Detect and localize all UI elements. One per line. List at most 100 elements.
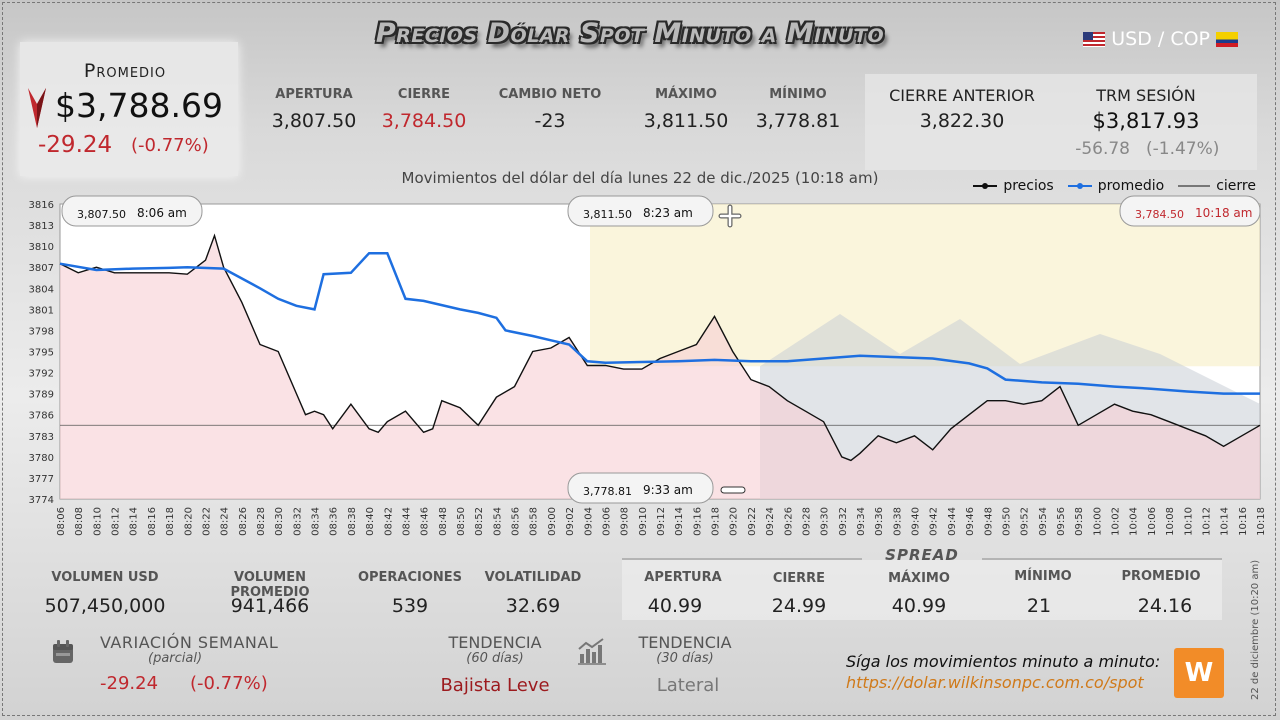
x-tick-label: 10:08 [1165,507,1176,536]
x-tick-label: 08:36 [329,507,340,536]
tend60-label: TENDENCIA [448,633,542,652]
x-tick-label: 08:34 [311,507,322,536]
volumen-usd-label: VOLUMEN USD [51,570,159,585]
follow-url-link[interactable]: https://dolar.wilkinsonpc.com.co/spot [846,673,1144,692]
maximo-value: 3,811.50 [643,110,729,132]
promedio-value: $3,788.69 [55,86,223,125]
series-line-precios [59,233,1261,462]
x-tick-label: 09:10 [638,507,649,536]
annotation-time: 8:06 am [137,206,187,220]
x-tick-label: 08:18 [165,507,176,536]
minimo-value: 3,778.81 [755,110,841,132]
x-tick-label: 10:14 [1220,507,1231,536]
x-tick-label: 09:42 [929,507,940,536]
annotation-price: 3,811.50 [583,208,632,221]
x-tick-label: 08:56 [511,507,522,536]
x-tick-label: 08:42 [383,507,394,536]
x-tick-label: 09:56 [1056,507,1067,536]
zoom-in-icon-inner [719,205,741,227]
semanal-pct: (-0.77%) [190,673,268,694]
x-tick-label: 08:14 [129,507,140,536]
page-title: Precios Dólar Spot Minuto a Minuto [375,18,885,49]
y-tick-label: 3777 [29,474,54,485]
x-tick-label: 09:26 [783,507,794,536]
y-tick-label: 3774 [29,495,54,506]
annotation-price: 3,784.50 [1135,208,1184,221]
legend-promedio-swatch [1067,183,1092,189]
x-tick-label: 08:30 [274,507,285,536]
y-tick-label: 3798 [29,326,54,337]
tend30-sub: (30 días) [656,651,714,666]
x-tick-label: 09:04 [583,507,594,536]
x-tick-label: 09:12 [656,507,667,536]
x-tick-label: 09:46 [965,507,976,536]
cierre-label: CIERRE [397,87,451,102]
promedio-change: -29.24 [38,132,113,158]
x-tick-label: 09:16 [692,507,703,536]
promedio-label: Promedio [83,60,167,82]
y-tick-label: 3804 [29,284,54,295]
x-tick-label: 08:38 [347,507,358,536]
reference-panel [865,74,1257,170]
spread-apertura-value: 40.99 [647,595,703,617]
x-tick-label: 09:00 [547,507,558,536]
apertura-label: APERTURA [275,87,353,102]
x-tick-label: 08:08 [74,507,85,536]
x-tick-label: 08:10 [92,507,103,536]
x-tick-label: 09:48 [983,507,994,536]
wilkinson-logo[interactable]: W [1174,648,1224,698]
spread-panel [622,560,1222,620]
x-tick-label: 09:50 [1002,507,1013,536]
trm-label: TRM SESIÓN [1096,86,1196,105]
maximo-label: MÁXIMO [655,87,717,102]
x-tick-label: 10:06 [1147,507,1158,536]
volumen-usd-value: 507,450,000 [44,595,166,617]
apertura-value: 3,807.50 [271,110,357,132]
x-tick-label: 09:40 [911,507,922,536]
operaciones-value: 539 [391,595,429,617]
legend-precios-label: precios [1003,178,1054,194]
promedio-change-pct: (-0.77%) [131,135,209,156]
y-tick-label: 3792 [29,369,54,380]
x-tick-label: 08:54 [492,507,503,536]
x-tick-label: 08:52 [474,507,485,536]
legend-cierre-label: cierre [1216,178,1256,194]
colombia-flag-icon [1216,31,1238,47]
spread-minimo-label: MÍNIMO [1014,569,1072,584]
tend30-label: TENDENCIA [638,633,732,652]
x-tick-label: 08:40 [365,507,376,536]
x-tick-label: 09:08 [620,507,631,536]
trm-change-pct: (-1.47%) [1146,139,1220,159]
x-tick-label: 08:50 [456,507,467,536]
volumen-promedio-value: 941,466 [230,595,310,617]
x-tick-label: 10:02 [1111,507,1122,536]
x-tick-label: 08:44 [402,507,413,536]
y-tick-label: 3813 [29,221,54,232]
x-tick-label: 09:22 [747,507,758,536]
annotation-time: 8:23 am [643,206,693,220]
annotation-price: 3,778.81 [583,485,632,498]
x-tick-label: 08:12 [111,507,122,536]
spread-rule [622,558,1222,560]
operaciones-label: OPERACIONES [357,570,463,585]
minimo-label: MÍNIMO [769,87,827,102]
arrow-down-icon [28,88,46,128]
x-tick-label: 08:26 [238,507,249,536]
volumen-promedio-label: VOLUMEN PROMEDIO [230,570,310,600]
promedio-panel [20,42,238,176]
chart-legend: precios promedio cierre [973,178,1256,194]
legend-cierre-swatch [1178,185,1211,187]
y-tick-label: 3786 [29,411,54,422]
x-tick-label: 08:46 [420,507,431,536]
x-tick-label: 09:02 [565,507,576,536]
x-tick-label: 09:06 [602,507,613,536]
y-tick-label: 3807 [29,263,54,274]
y-tick-label: 3816 [29,200,54,211]
x-tick-label: 09:34 [856,507,867,536]
zoom-out-icon [720,486,746,494]
x-tick-label: 09:58 [1074,507,1085,536]
precios-area [60,235,1260,499]
x-tick-label: 09:36 [874,507,885,536]
y-tick-label: 3801 [29,305,54,316]
